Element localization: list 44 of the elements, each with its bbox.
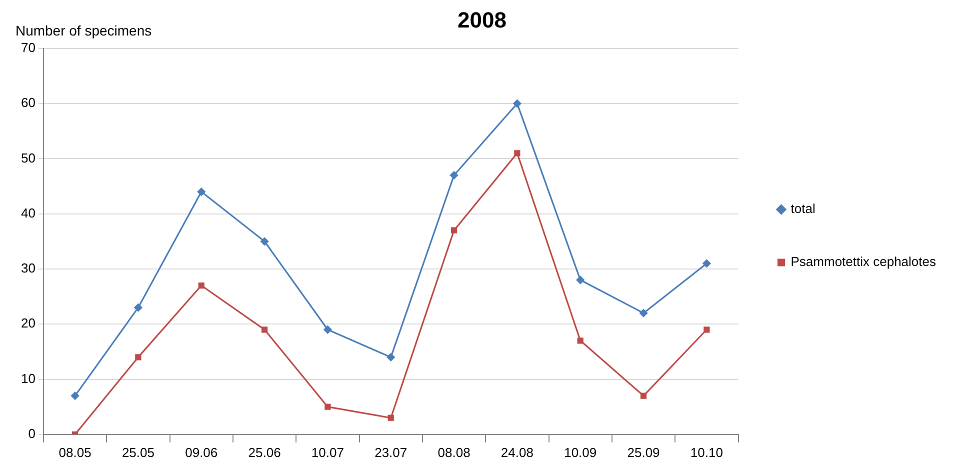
point: [261, 326, 268, 333]
x-tick-label: 10.10: [690, 444, 723, 460]
point: [702, 259, 711, 268]
point: [260, 237, 269, 246]
point: [577, 338, 584, 344]
legend-label: total: [790, 201, 816, 216]
x-tick-label: 09.06: [185, 444, 218, 460]
y-tick-label: 50: [20, 150, 36, 166]
y-tick-label: 10: [20, 370, 36, 386]
x-tick-label: 08.08: [438, 444, 470, 460]
y-tick-label: 30: [20, 260, 36, 276]
y-tick-label: 70: [20, 40, 36, 55]
point: [450, 171, 458, 180]
x-tick-label: 25.06: [248, 444, 281, 460]
x-tick-label: 10.09: [564, 444, 597, 460]
point: [704, 326, 710, 333]
x-tick-label: 08.05: [58, 444, 92, 460]
legend-label: Psammotettix cephalotes: [790, 254, 936, 270]
point: [576, 276, 584, 284]
x-tick-label: 25.05: [122, 444, 154, 460]
x-tick-label: 23.07: [374, 444, 408, 460]
chart-title: 2008: [458, 7, 506, 32]
point: [513, 100, 522, 108]
y-tick-label: 0: [28, 426, 36, 441]
y-tick-label: 40: [20, 205, 36, 220]
point: [388, 414, 394, 421]
y-tick-label: 60: [20, 95, 36, 110]
point: [324, 326, 332, 334]
point: [135, 354, 142, 360]
x-tick-label: 25.09: [627, 444, 660, 460]
point: [197, 188, 206, 196]
point: [198, 282, 204, 289]
point: [450, 227, 458, 234]
point: [324, 404, 331, 410]
point: [640, 392, 647, 399]
point: [134, 304, 142, 312]
x-tick-label: 10.07: [311, 444, 344, 460]
point: [514, 150, 520, 156]
point: [640, 309, 648, 318]
x-tick-label: 24.08: [500, 444, 534, 460]
y-axis-title: Number of specimens: [15, 22, 152, 38]
point: [71, 392, 80, 400]
y-tick-label: 20: [20, 316, 36, 331]
point: [386, 353, 395, 362]
